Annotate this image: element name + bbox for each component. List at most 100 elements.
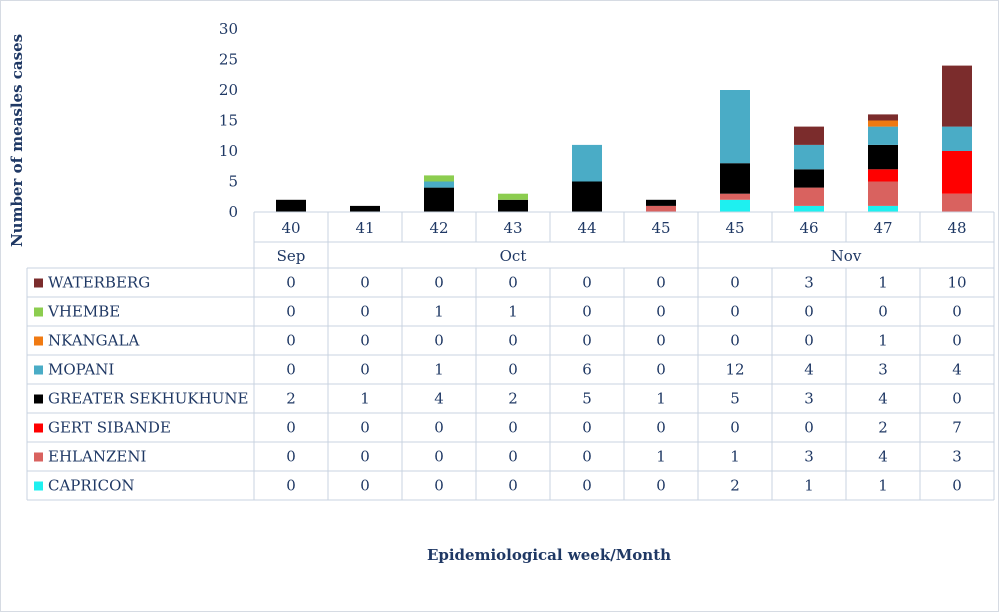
bar-segment — [498, 199, 528, 212]
data-cell: 0 — [286, 448, 296, 466]
data-cell: 0 — [952, 332, 962, 350]
bar-segment — [646, 205, 676, 212]
data-cell: 0 — [508, 274, 518, 292]
bar-segment — [868, 144, 898, 170]
bar-segment — [868, 181, 898, 206]
data-cell: 2 — [730, 477, 740, 495]
bar-segment — [868, 120, 898, 127]
bar-segment — [720, 90, 750, 164]
data-cell: 0 — [508, 332, 518, 350]
bar-segment — [498, 193, 528, 200]
bar-segment — [942, 151, 972, 194]
data-cell: 1 — [508, 303, 518, 321]
data-cell: 1 — [360, 390, 370, 408]
data-cell: 3 — [878, 361, 888, 379]
data-cell: 0 — [434, 419, 444, 437]
legend-label: NKANGALA — [48, 332, 139, 350]
data-cell: 0 — [508, 361, 518, 379]
data-cell: 0 — [286, 332, 296, 350]
data-cell: 4 — [878, 390, 888, 408]
y-tick-label: 15 — [219, 112, 238, 130]
x-tick-label: 45 — [651, 219, 670, 237]
bar-segment — [794, 144, 824, 170]
data-cell: 0 — [434, 332, 444, 350]
data-cell: 0 — [656, 303, 666, 321]
data-cell: 4 — [434, 390, 444, 408]
data-cell: 1 — [434, 361, 444, 379]
data-cell: 0 — [360, 448, 370, 466]
data-cell: 1 — [878, 332, 888, 350]
x-tick-label: 40 — [281, 219, 300, 237]
bar-segment — [942, 126, 972, 151]
legend-swatch — [34, 423, 43, 433]
month-label: Sep — [277, 247, 306, 265]
legend-label: EHLANZENI — [48, 448, 146, 466]
bar-segment — [868, 126, 898, 145]
data-cell: 0 — [286, 361, 296, 379]
bar-segment — [794, 126, 824, 145]
data-cell: 0 — [656, 274, 666, 292]
data-cell: 0 — [804, 303, 814, 321]
y-tick-label: 0 — [228, 203, 238, 221]
data-cell: 5 — [730, 390, 740, 408]
x-tick-label: 42 — [429, 219, 448, 237]
bar-segment — [350, 205, 380, 212]
bar-segment — [424, 181, 454, 188]
data-cell: 4 — [878, 448, 888, 466]
bar-segment — [720, 193, 750, 200]
data-cell: 2 — [878, 419, 888, 437]
x-tick-label: 44 — [577, 219, 596, 237]
x-axis-title: Epidemiological week/Month — [427, 546, 671, 564]
data-cell: 0 — [286, 274, 296, 292]
data-cell: 0 — [804, 419, 814, 437]
y-tick-label: 25 — [219, 51, 238, 69]
data-cell: 4 — [804, 361, 814, 379]
bar-segment — [868, 114, 898, 121]
data-cell: 1 — [434, 303, 444, 321]
data-cell: 0 — [508, 448, 518, 466]
x-tick-label: 41 — [355, 219, 374, 237]
x-tick-label: 47 — [873, 219, 892, 237]
bar-segment — [276, 199, 306, 212]
x-tick-label: 45 — [725, 219, 744, 237]
legend-swatch — [34, 365, 43, 375]
bar-segment — [942, 193, 972, 212]
data-cell: 0 — [582, 448, 592, 466]
legend-label: GREATER SEKHUKHUNE — [48, 390, 248, 408]
data-cell: 10 — [947, 274, 966, 292]
data-cell: 1 — [804, 477, 814, 495]
legend-swatch — [34, 452, 43, 462]
data-cell: 3 — [804, 390, 814, 408]
data-cell: 0 — [952, 303, 962, 321]
data-cell: 0 — [656, 477, 666, 495]
month-label: Nov — [831, 247, 862, 265]
data-cell: 4 — [952, 361, 962, 379]
data-cell: 0 — [656, 419, 666, 437]
bar-segment — [572, 144, 602, 182]
data-cell: 0 — [360, 332, 370, 350]
data-cell: 7 — [952, 419, 962, 437]
data-cell: 6 — [582, 361, 592, 379]
bar-segment — [794, 205, 824, 212]
data-cell: 0 — [508, 477, 518, 495]
y-axis-title: Number of measles cases — [8, 34, 26, 247]
data-cell: 0 — [286, 419, 296, 437]
y-tick-label: 30 — [219, 20, 238, 38]
legend-label: CAPRICON — [48, 477, 135, 495]
data-cell: 0 — [286, 477, 296, 495]
bar-segment — [942, 65, 972, 127]
data-cell: 0 — [730, 419, 740, 437]
bar-segment — [572, 181, 602, 212]
y-tick-label: 10 — [219, 142, 238, 160]
data-cell: 0 — [656, 361, 666, 379]
data-cell: 2 — [286, 390, 296, 408]
bar-segment — [868, 169, 898, 182]
data-cell: 0 — [360, 477, 370, 495]
bar-segment — [424, 175, 454, 182]
legend-label: GERT SIBANDE — [48, 419, 171, 437]
data-cell: 0 — [582, 274, 592, 292]
bar-segment — [720, 199, 750, 212]
bar-segment — [720, 163, 750, 194]
x-tick-label: 48 — [947, 219, 966, 237]
